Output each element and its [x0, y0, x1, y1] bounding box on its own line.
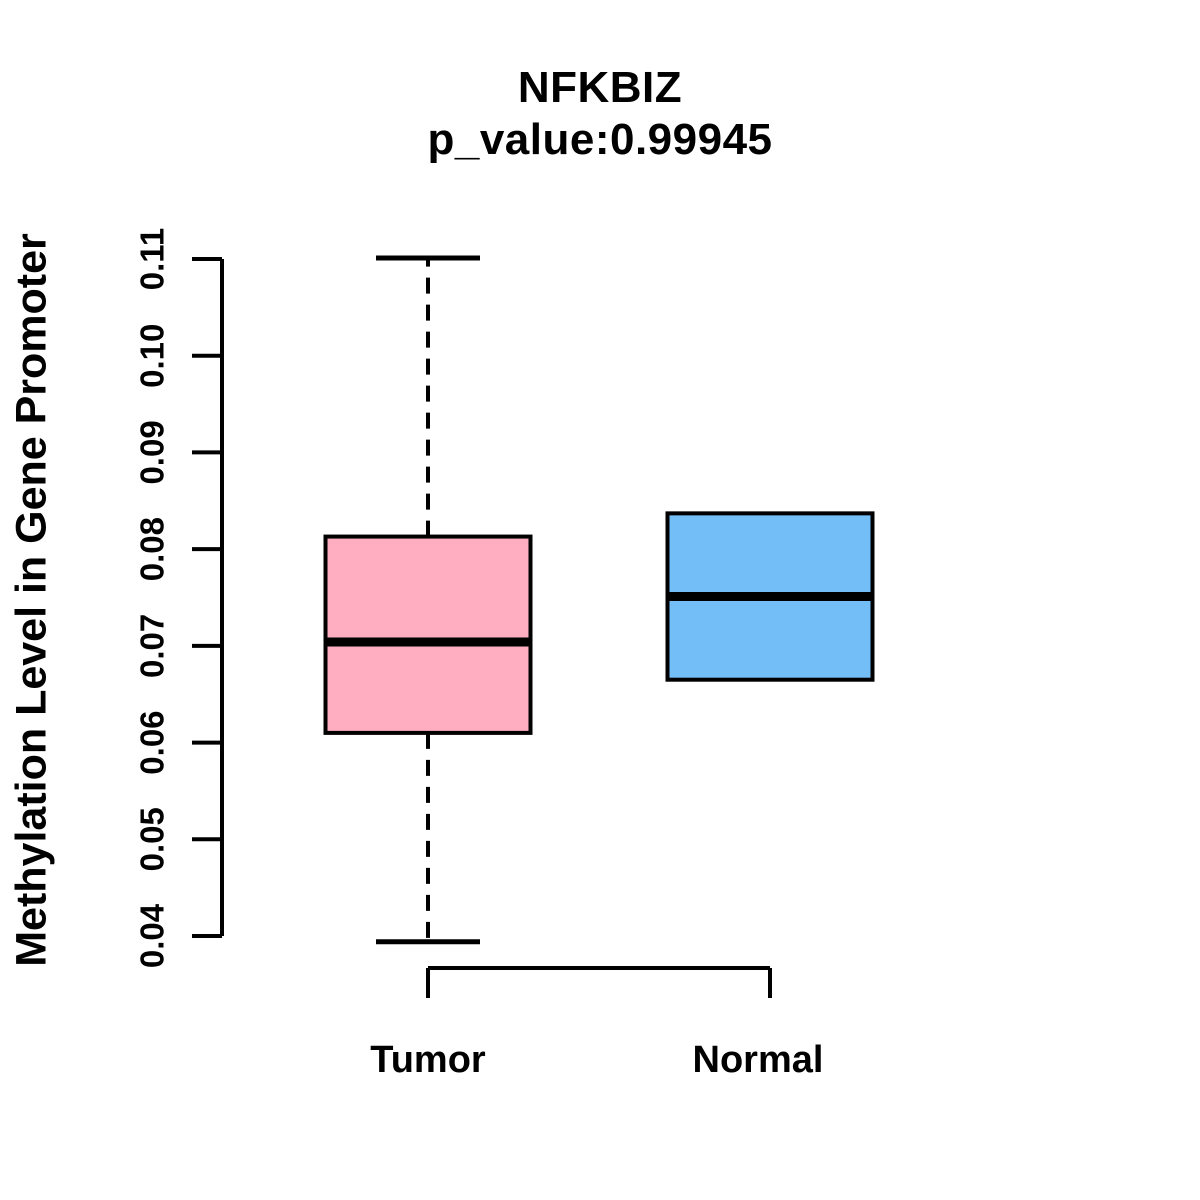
- category-label-normal: Normal: [693, 1039, 824, 1081]
- y-tick-label: 0.05: [134, 807, 171, 871]
- y-tick-label: 0.04: [134, 903, 171, 968]
- y-tick-label: 0.06: [134, 710, 171, 774]
- title-block: NFKBIZ p_value:0.99945: [0, 62, 1200, 166]
- y-tick-label: 0.08: [134, 517, 171, 581]
- category-label-tumor: Tumor: [370, 1039, 486, 1081]
- chart-subtitle: p_value:0.99945: [427, 115, 773, 164]
- box-tumor: [323, 534, 533, 735]
- y-tick-label: 0.07: [134, 614, 171, 678]
- y-tick-label: 0.11: [134, 228, 171, 290]
- y-tick-label: 0.10: [134, 324, 171, 388]
- chart-title: NFKBIZ: [517, 63, 683, 112]
- y-tick-label: 0.09: [134, 420, 171, 484]
